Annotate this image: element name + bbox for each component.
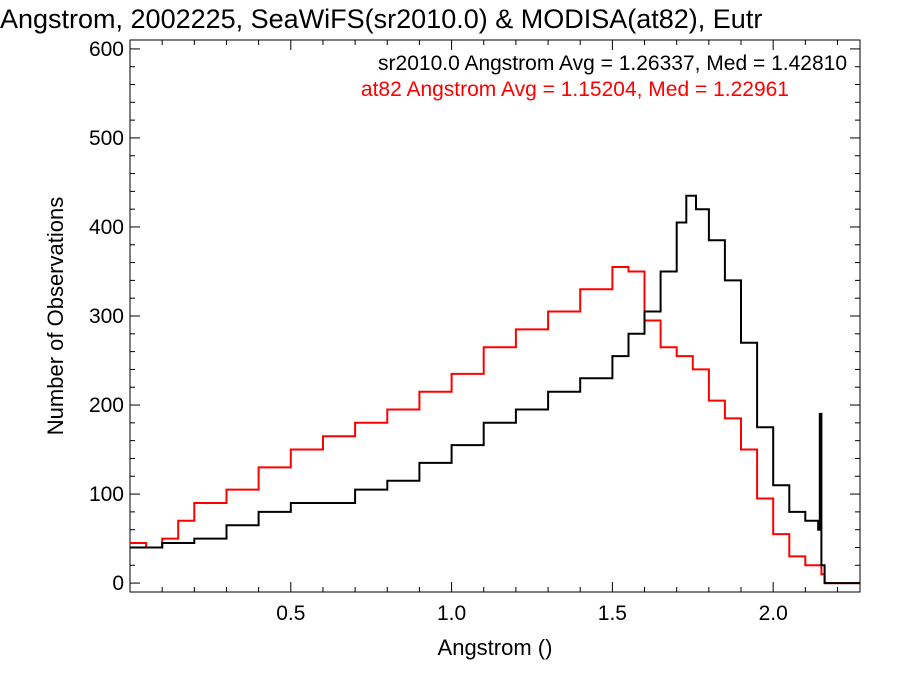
annotation-black-stats: sr2010.0 Angstrom Avg = 1.26337, Med = 1… bbox=[378, 52, 847, 75]
y-axis-label: Number of Observations bbox=[43, 197, 68, 435]
y-tick-label: 500 bbox=[89, 127, 124, 150]
y-axis: 0 100 200 300 400 500 600 bbox=[89, 38, 860, 595]
y-tick-label: 400 bbox=[89, 216, 124, 239]
x-tick-label: 1.0 bbox=[437, 602, 466, 625]
x-axis-label: Angstrom () bbox=[438, 635, 553, 660]
x-tick-label: 2.0 bbox=[759, 602, 788, 625]
x-tick-label: 0.5 bbox=[276, 602, 305, 625]
annotation-red-stats: at82 Angstrom Avg = 1.15204, Med = 1.229… bbox=[361, 78, 789, 101]
y-tick-label: 300 bbox=[89, 305, 124, 328]
y-tick-label: 600 bbox=[89, 38, 124, 61]
chart-title: Angstrom, 2002225, SeaWiFS(sr2010.0) & M… bbox=[0, 4, 762, 34]
x-tick-label: 1.5 bbox=[598, 602, 627, 625]
plot-frame bbox=[129, 39, 861, 593]
series-layer bbox=[130, 194, 860, 585]
x-axis: 0.5 1.0 1.5 2.0 bbox=[161, 40, 838, 625]
y-tick-label: 200 bbox=[89, 394, 124, 417]
y-tick-label: 100 bbox=[89, 483, 124, 506]
series-line-0 bbox=[130, 194, 860, 585]
series-line-1 bbox=[130, 266, 860, 585]
y-tick-label: 0 bbox=[112, 572, 124, 595]
